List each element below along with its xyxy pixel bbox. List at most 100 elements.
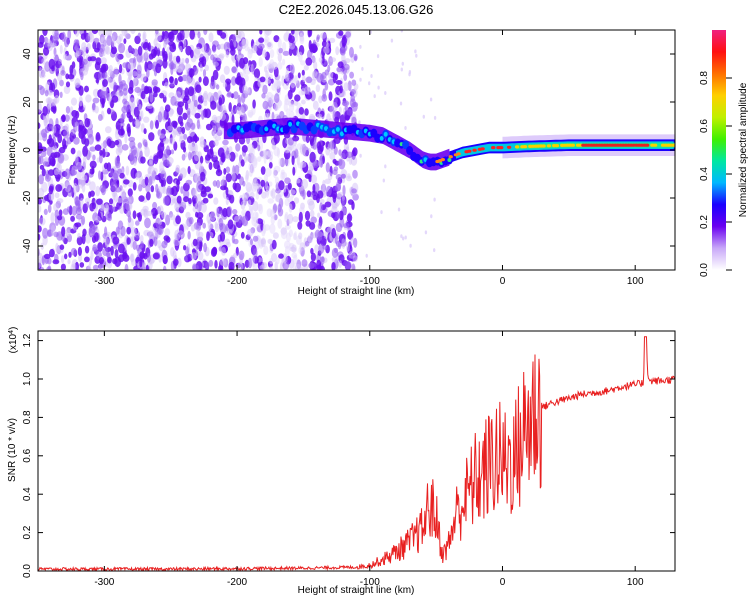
heatmap-noise-cell [60,70,66,76]
snr-data-point [369,565,370,566]
heatmap-noise-cell [163,41,167,48]
heatmap-noise-cell [89,224,96,234]
heatmap-noise-cell [130,30,136,35]
heatmap-noise-cell [316,113,323,119]
heatmap-noise-cell [242,113,247,123]
heatmap-noise-cell [199,171,206,182]
snr-x-tick-label: -200 [227,577,247,588]
heatmap-noise-cell [299,161,307,168]
heatmap-noise-cell [77,246,82,256]
heatmap-noise-cell [260,179,266,187]
heatmap-noise-cell [185,211,191,219]
heatmap-noise-cell [263,245,269,255]
heatmap-noise-cell [43,46,50,56]
heatmap-noise-cell [183,30,190,39]
heatmap-noise-cell [251,216,259,227]
ridge-core [440,158,445,162]
snr-data-point [542,407,543,408]
heatmap-noise-cell [132,118,137,127]
heatmap-noise-cell [280,171,285,181]
heatmap-noise-cell [262,84,268,95]
heatmap-noise-cell [304,108,309,116]
heatmap-noise-cell [110,46,117,55]
heatmap-noise-cell [208,32,214,43]
heatmap-noise-cell [168,137,176,145]
heatmap-noise-cell [329,151,336,160]
heatmap-noise-cell [166,185,172,194]
heatmap-noise-cell [321,55,325,64]
heatmap-noise-cell [179,136,185,143]
heatmap-noise-cell [319,74,325,82]
heatmap-noise-cell [91,30,99,35]
heatmap-noise-cell [172,121,178,129]
heatmap-noise-cell [122,252,128,260]
heatmap-noise-cell [174,202,180,211]
heatmap-noise-cell [122,198,130,210]
heatmap-noise-cell [182,97,188,104]
heatmap-noise-cell [264,36,270,43]
heatmap-noise-cell [340,169,348,180]
heatmap-noise-cell [228,146,233,153]
heatmap-noise-cell [42,161,49,167]
heatmap-noise-cell [61,114,66,123]
snr-data-point [495,455,496,456]
heatmap-noise-cell [148,175,153,186]
heatmap-noise-cell [196,193,202,205]
heatmap-noise-cell [223,65,230,75]
heatmap-noise-cell [67,259,71,265]
heatmap-noise-cell [177,101,185,107]
heatmap-noise-cell [233,91,239,100]
heatmap-noise-cell [198,76,202,83]
heatmap-noise-cell [239,57,245,69]
heatmap-noise-cell [350,94,356,103]
ridge-core [480,147,485,151]
snr-y-axis-label: SNR (10 * v/v) [7,418,18,482]
heatmap-noise-cell [153,91,158,98]
ridge-blob [288,121,293,127]
heatmap-noise-cell [110,245,114,256]
heatmap-noise-cell [276,256,280,265]
heatmap-noise-cell [119,205,125,214]
heatmap-noise-cell [126,237,131,245]
heatmap-noise-cell [302,189,306,200]
heatmap-noise-cell [143,128,147,135]
heatmap-noise-cell [274,176,280,185]
heatmap-noise-cell [129,253,135,263]
heatmap-noise-cell [189,30,195,40]
heatmap-noise-cell [41,255,45,266]
snr-x-ticks: -300 -200 -100 0 100 [94,331,644,588]
heatmap-noise-cell [78,130,85,139]
heatmap-noise-cell [143,116,150,123]
heatmap-noise-cell [65,73,70,80]
heatmap-noise-cell [149,120,154,130]
heatmap-noise-cell [170,149,175,155]
heatmap-noise-cell [312,194,318,201]
heatmap-noise-cell [359,77,362,82]
heatmap-noise-cell [57,133,63,144]
snr-y-tick-label: 0.0 [22,564,33,578]
heatmap-noise-cell [38,52,42,59]
heatmap-noise-cell [159,92,165,99]
heatmap-noise-cell [169,214,176,221]
heatmap-noise-cell [194,46,201,55]
heatmap-noise-cell [269,154,273,160]
heatmap-noise-cell [235,54,242,61]
heatmap-noise-cell [341,238,346,250]
heatmap-noise-cell [301,99,306,105]
heatmap-noise-cell [47,90,54,96]
heatmap-noise-cell [45,60,50,71]
heatmap-noise-cell [165,214,171,226]
heatmap-noise-cell [311,174,317,184]
heatmap-noise-cell [82,155,87,167]
heatmap-noise-cell [343,82,350,92]
heatmap-noise-cell [308,30,313,37]
heatmap-noise-cell [74,155,79,166]
heatmap-noise-cell [147,167,152,175]
heatmap-noise-cell [316,34,321,40]
heatmap-noise-cell [74,30,80,37]
heatmap-noise-cell [193,188,198,199]
snr-data-point [621,386,622,387]
heatmap-noise-cell [50,212,55,224]
heatmap-noise-cell [370,74,373,78]
snr-data-point [515,455,516,456]
